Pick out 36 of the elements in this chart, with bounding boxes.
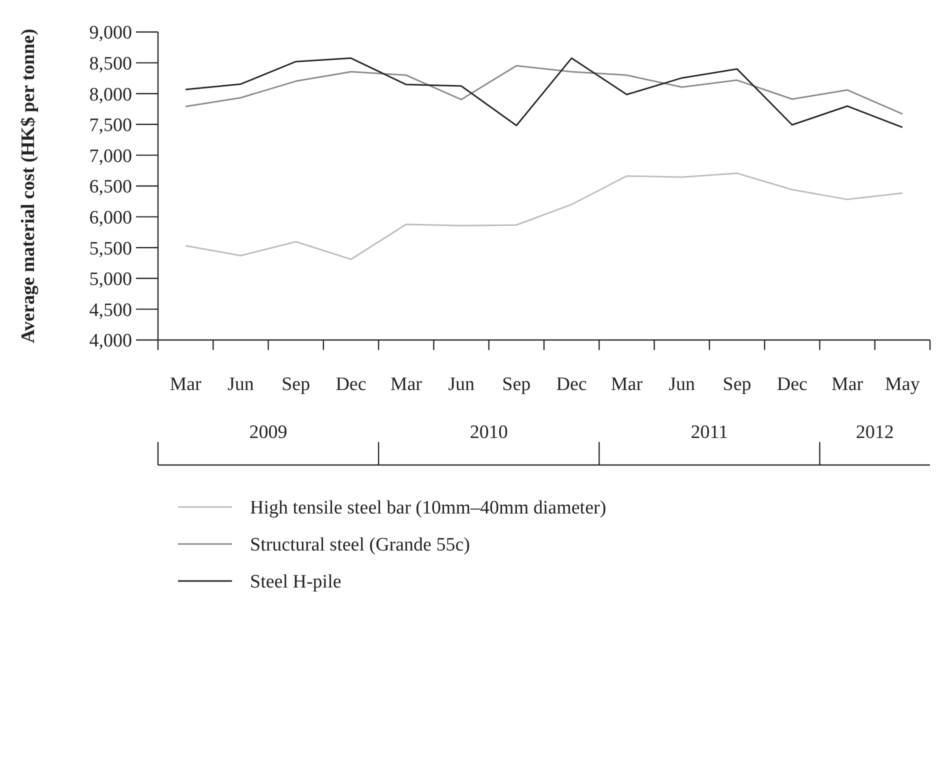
x-tick-label: Mar <box>170 374 202 395</box>
text: 2011 <box>690 422 728 443</box>
y-tick-label: 4,000 <box>89 330 132 352</box>
line-series <box>184 57 904 128</box>
line-series <box>184 65 904 115</box>
y-tick-label: 7,500 <box>89 115 132 136</box>
x-tick-label: Mar <box>610 374 644 395</box>
y-tick-label: 9,000 <box>89 22 132 44</box>
x-tick-label: Dec <box>556 374 587 395</box>
line-series <box>184 172 904 260</box>
text: 2012 <box>856 422 894 443</box>
y-tick-label: 6,500 <box>89 176 132 198</box>
y-tick-label: 5,000 <box>89 269 132 290</box>
y-tick-label: 4,500 <box>89 300 132 321</box>
x-tick-label: Mar <box>390 374 423 395</box>
text: 2009 <box>249 422 288 443</box>
x-tick-label: Jun <box>228 374 254 395</box>
y-axis-title: Average material cost (HK$ per tonne) <box>18 28 39 344</box>
legend-label: Structural steel (Grande 55c) <box>250 534 470 556</box>
y-tick-label: 8,500 <box>89 53 132 74</box>
x-tick-label: Sep <box>282 374 310 395</box>
x-tick-label: Dec <box>776 374 808 395</box>
y-tick-label: 5,500 <box>89 238 132 260</box>
x-tick-label: Dec <box>336 374 366 395</box>
legend-label: Steel H-pile <box>250 572 342 593</box>
legend-label: High tensile steel bar (10mm–40mm diameter) <box>250 498 606 519</box>
text: 2010 <box>470 422 508 443</box>
x-tick-label: Mar <box>831 374 864 395</box>
x-tick-label: Sep <box>502 374 531 395</box>
x-tick-label: Jun <box>448 374 475 395</box>
x-tick-label: Jun <box>668 374 696 395</box>
y-tick-label: 7,000 <box>89 146 132 167</box>
y-tick-label: 6,000 <box>89 207 132 228</box>
x-tick-label: Sep <box>722 374 752 395</box>
y-tick-label: 8,000 <box>89 84 132 106</box>
x-tick-label: May <box>885 374 920 395</box>
